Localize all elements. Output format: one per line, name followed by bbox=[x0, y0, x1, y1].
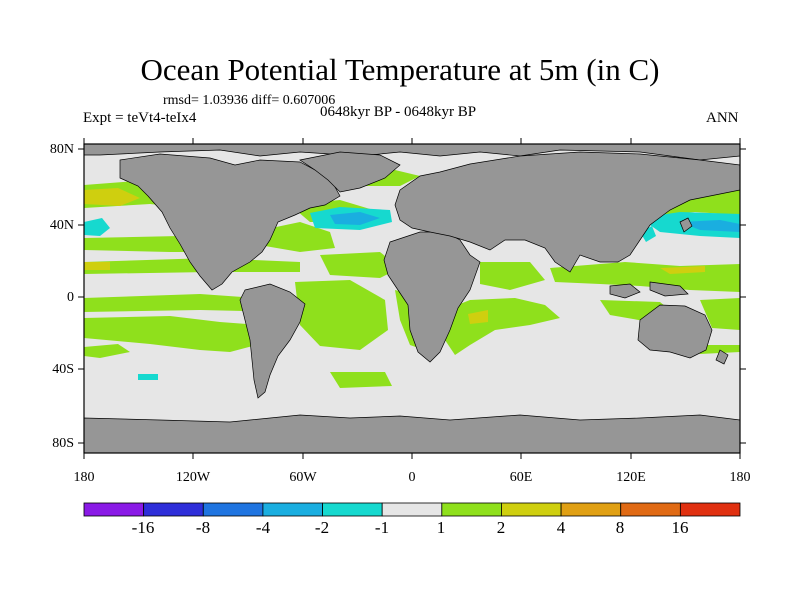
land-mass bbox=[299, 151, 401, 193]
lon-tick-label: 60E bbox=[510, 470, 533, 485]
colorbar-swatch bbox=[560, 502, 622, 517]
colorbar-swatch bbox=[441, 502, 502, 517]
anomaly-region bbox=[330, 212, 380, 225]
land-mass bbox=[119, 153, 341, 291]
colorbar-swatch bbox=[83, 502, 145, 517]
stats-label: rmsd= 1.03936 diff= 0.607006 bbox=[163, 93, 336, 108]
map-plot-area bbox=[84, 144, 740, 453]
colorbar-label: 16 bbox=[672, 518, 689, 537]
colorbar-swatch bbox=[143, 502, 204, 517]
lon-tick-label: 180 bbox=[730, 470, 751, 485]
land-masses bbox=[84, 144, 740, 453]
anomaly-region bbox=[84, 294, 290, 312]
colorbar-label: -16 bbox=[132, 518, 155, 537]
colorbar-label: 4 bbox=[557, 518, 566, 537]
colorbar-label: -4 bbox=[256, 518, 271, 537]
experiment-label: Expt = teVt4-teIx4 bbox=[83, 110, 197, 126]
lat-tick-label: 0 bbox=[67, 290, 74, 305]
axis-ticks bbox=[78, 138, 746, 459]
land-mass bbox=[637, 304, 713, 359]
anomaly-region bbox=[262, 222, 335, 252]
land-mass bbox=[679, 217, 693, 233]
anomaly-region bbox=[84, 262, 110, 270]
anomaly-region bbox=[330, 372, 392, 388]
lat-tick-label: 80S bbox=[52, 436, 74, 451]
colorbar-swatch bbox=[620, 502, 681, 517]
anomaly-region bbox=[138, 374, 158, 380]
land-mass bbox=[383, 231, 481, 363]
land-mass bbox=[715, 349, 729, 365]
colorbar-label: -1 bbox=[375, 518, 389, 537]
map-title: Ocean Potential Temperature at 5m (in C) bbox=[140, 52, 660, 87]
colorbar-swatch bbox=[381, 502, 443, 517]
land-mass bbox=[84, 414, 740, 453]
colorbar-label: 8 bbox=[616, 518, 625, 537]
anomaly-region bbox=[320, 252, 400, 278]
season-label: ANN bbox=[706, 110, 739, 126]
land-mass bbox=[239, 283, 306, 399]
colorbar-label: 2 bbox=[497, 518, 506, 537]
colorbar-swatch bbox=[679, 502, 741, 517]
period-label: 0648kyr BP - 0648kyr BP bbox=[320, 104, 477, 120]
anomaly-region bbox=[84, 316, 275, 352]
anomaly-region bbox=[468, 310, 488, 324]
land-mass bbox=[649, 281, 689, 297]
colorbar-swatch bbox=[322, 502, 383, 517]
colorbar-label: -2 bbox=[315, 518, 329, 537]
anomaly-region bbox=[440, 298, 560, 355]
colorbar-swatch bbox=[501, 502, 562, 517]
lon-tick-label: 120E bbox=[616, 470, 646, 485]
colorbar-swatch bbox=[202, 502, 264, 517]
colorbar-swatch bbox=[262, 502, 323, 517]
anomaly-region bbox=[84, 344, 130, 358]
colorbar-label: -8 bbox=[196, 518, 210, 537]
lat-tick-label: 40N bbox=[50, 218, 74, 233]
land-mass bbox=[84, 144, 740, 161]
anomaly-region bbox=[700, 298, 740, 330]
anomaly-region bbox=[295, 280, 388, 350]
lon-tick-label: 120W bbox=[176, 470, 211, 485]
lon-tick-label: 0 bbox=[409, 470, 416, 485]
land-mass bbox=[609, 283, 641, 299]
lon-tick-label: 180 bbox=[74, 470, 95, 485]
anomaly-region bbox=[84, 188, 140, 206]
anomaly-region bbox=[84, 218, 110, 236]
lat-tick-label: 80N bbox=[50, 142, 74, 157]
anomaly-region bbox=[680, 220, 740, 232]
anomaly-region bbox=[480, 262, 545, 290]
lon-tick-label: 60W bbox=[289, 470, 317, 485]
anomaly-region bbox=[660, 266, 705, 274]
colorbar-label: 1 bbox=[437, 518, 446, 537]
land-mass bbox=[394, 151, 740, 273]
lat-tick-label: 40S bbox=[52, 362, 74, 377]
colorbar bbox=[83, 502, 741, 517]
